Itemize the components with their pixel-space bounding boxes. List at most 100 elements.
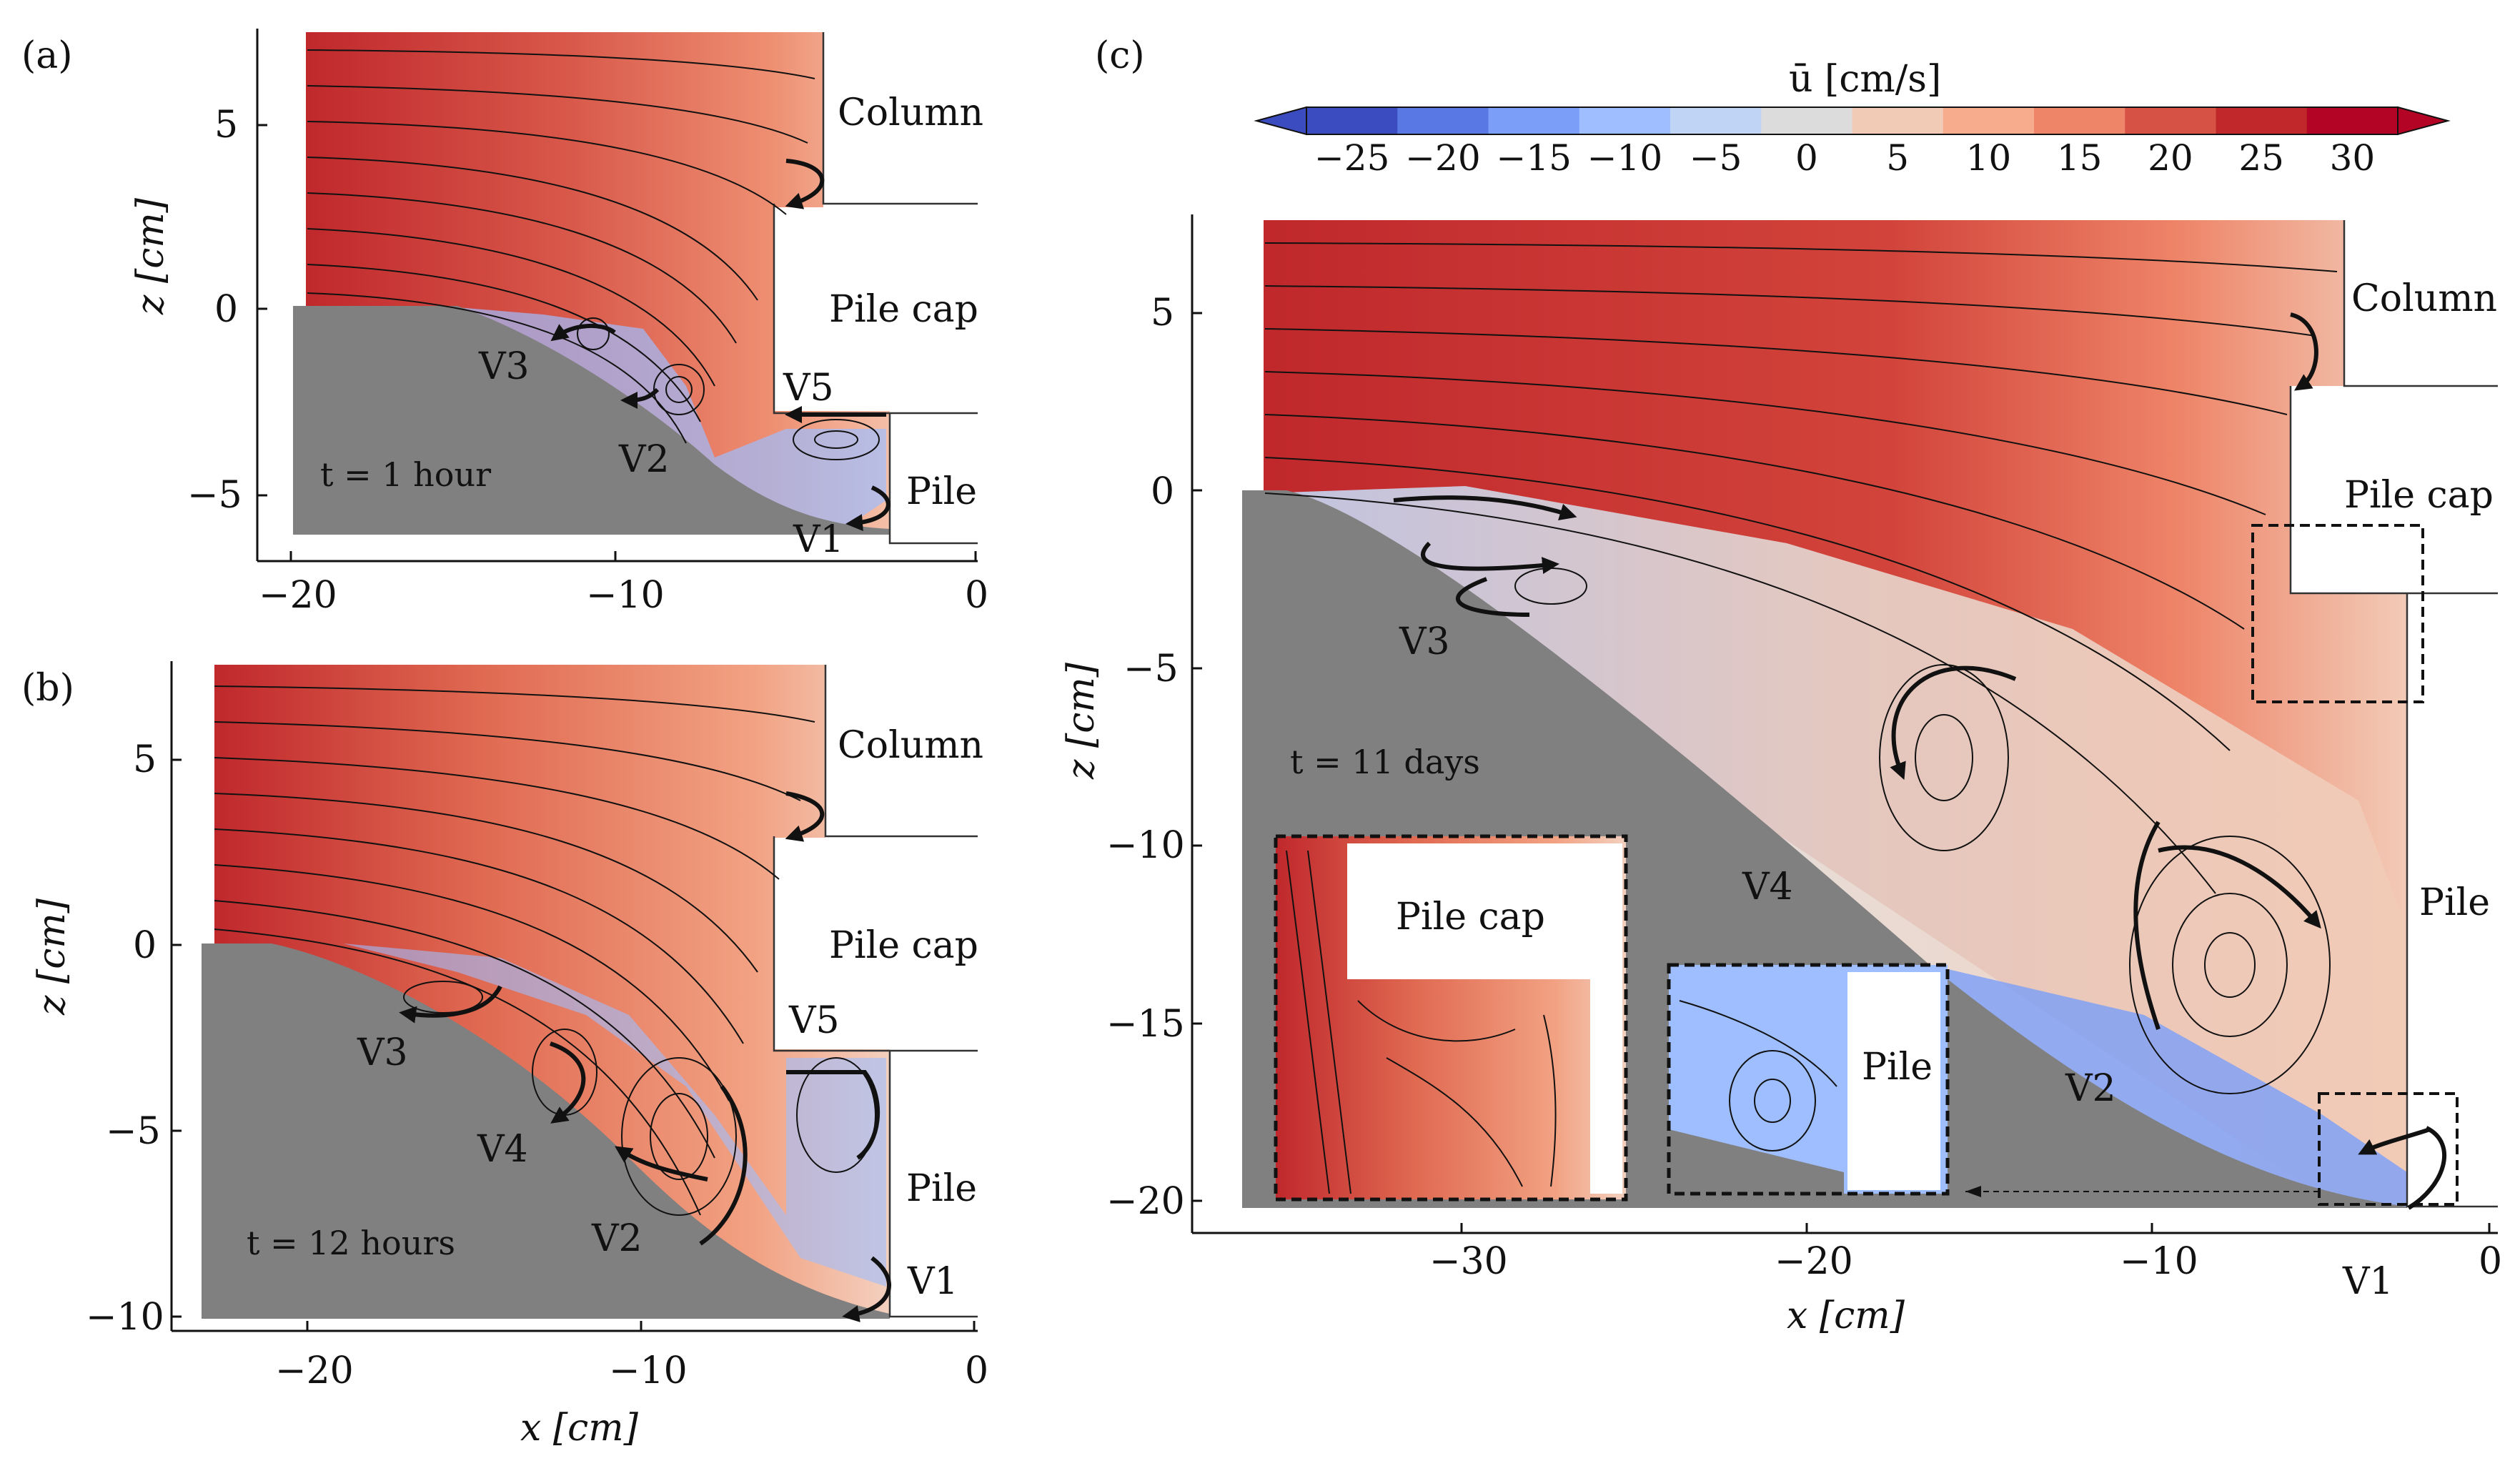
panel-c-xtick-0: 0 [2479,1240,2502,1283]
panel-c-axes [1191,214,2498,1234]
panel-a-bed [293,306,890,535]
panel-c-v3: V3 [1399,620,1450,663]
colorbar-segment [2034,107,2125,134]
panel-b-xtick-neg10: −10 [609,1349,688,1392]
colorbar-segment [1579,107,1671,134]
panel-a-vortex-arrows [550,159,891,531]
panel-c-ytick-5: 5 [1151,292,1174,335]
panel-b-streamlines [214,685,876,1216]
panel-b-vortex-arrows [399,791,891,1322]
panel-c-inset-pile [1667,963,1950,1196]
colorbar-tick-label: 0 [1795,137,1818,179]
panel-b-pilecap-label: Pile cap [829,924,978,967]
panel-a-axes [256,29,978,563]
panel-a-xtick-neg10: −10 [586,574,665,617]
panel-b-v5: V5 [788,999,840,1042]
panel-c [1191,214,2498,1234]
panel-c-structure-outline [2289,220,2498,1208]
panel-c-label: (c) [1095,34,1145,77]
panel-b-xtick-neg20: −20 [275,1349,354,1392]
panel-c-v1: V1 [2342,1260,2393,1303]
panel-c-inset-pile-cap [1274,834,1628,1202]
colorbar-segment [1397,107,1489,134]
panel-b [170,661,978,1332]
panel-c-blue-band [1930,965,2407,1208]
colorbar-tick-label: 25 [2238,137,2284,179]
panel-c-v2: V2 [2065,1067,2116,1110]
panel-b-column-label: Column [838,724,983,767]
panel-a-streamlines [307,49,880,460]
panel-b-pile-label: Pile [906,1167,977,1210]
panel-a-ytick-5: 5 [214,104,238,147]
colorbar-tick-label: −10 [1587,137,1663,179]
panel-a-ytick-neg5: −5 [187,474,242,517]
panel-c-inset-pointer [1965,1186,2319,1197]
panel-b-v2: V2 [591,1217,643,1260]
panel-c-pile-label: Pile [2419,881,2490,924]
panel-a-xtick-neg20: −20 [259,574,337,617]
colorbar-tick-label: 5 [1886,137,1909,179]
colorbar-segment [1670,107,1762,134]
panel-c-v4: V4 [1742,866,1793,908]
panel-a-ylabel: z [cm] [129,197,172,315]
panel-b-xlabel: x [cm] [520,1407,639,1450]
colorbar-segment [2306,107,2399,134]
colorbar-segment [1306,107,1398,134]
panel-c-ytick-neg10: −10 [1106,824,1185,867]
panel-a-column-label: Column [838,91,983,134]
panel-a-xtick-0: 0 [965,574,988,617]
panel-c-ylabel: z [cm] [1060,662,1103,780]
panel-a-pilecap-label: Pile cap [829,288,978,331]
colorbar-tick-label: −25 [1314,137,1390,179]
panel-a-pile-label: Pile [906,470,977,513]
colorbar-segment [2125,107,2216,134]
panel-b-axes [170,661,978,1332]
panel-a-flow-field [306,32,890,535]
panel-b-structure-outline [773,665,978,1318]
colorbar-segment [1488,107,1580,134]
panel-b-bed [202,943,890,1319]
panel-b-xtick-0: 0 [965,1349,988,1392]
panel-c-xtick-neg30: −30 [1429,1240,1508,1283]
colorbar-tick-label: 15 [2057,137,2103,179]
panel-c-vortex-arrows [1393,312,2446,1210]
colorbar-tick-label: −15 [1496,137,1572,179]
colorbar-label: ū [cm/s] [1789,58,1941,101]
colorbar-tick-label: 30 [2330,137,2376,179]
panel-c-ytick-neg5: −5 [1123,648,1179,690]
colorbar-segment [1761,107,1852,134]
panel-a-v3: V3 [478,345,530,388]
panel-c-streamlines [1264,242,2338,1094]
panel-a-time-label: t = 1 hour [320,455,491,494]
panel-c-pilecap-label: Pile cap [2344,474,2494,517]
panel-c-xtick-neg20: −20 [1775,1240,1853,1283]
colorbar-tick-label: 10 [1966,137,2012,179]
panel-b-v3: V3 [357,1031,408,1074]
panel-a-label: (a) [21,34,73,77]
colorbar: −25 −20 −15 −10 −5 0 5 10 15 20 25 30 [1254,106,2451,179]
panel-b-ytick-neg5: −5 [106,1110,161,1153]
panel-c-column-label: Column [2351,277,2497,320]
panel-c-dashed-boxes [2251,524,2459,1206]
panel-a-v5: V5 [783,367,834,410]
panel-c-ytick-neg15: −15 [1106,1003,1185,1046]
colorbar-tick-label: −5 [1690,137,1742,179]
panel-c-xtick-neg10: −10 [2120,1240,2198,1283]
panel-a-v1: V1 [793,518,844,561]
colorbar-segment [2216,107,2308,134]
panel-a-v2: V2 [618,438,670,481]
panel-b-recirculation-zone [343,943,886,1287]
panel-c-inset-pilecap-label: Pile cap [1396,896,1545,938]
panel-c-ytick-neg20: −20 [1106,1180,1185,1223]
panel-b-v1: V1 [907,1260,958,1303]
colorbar-tick-label: 20 [2148,137,2193,179]
panel-b-ytick-5: 5 [133,738,157,781]
colorbar-extend-low [1254,106,1307,136]
colorbar-border [1306,107,2399,135]
panel-b-ytick-0: 0 [133,924,157,967]
colorbar-segments [1254,106,2451,136]
panel-a [256,29,978,563]
panel-b-ylabel: z [cm] [31,898,74,1016]
panel-a-structure-outline [773,32,978,545]
